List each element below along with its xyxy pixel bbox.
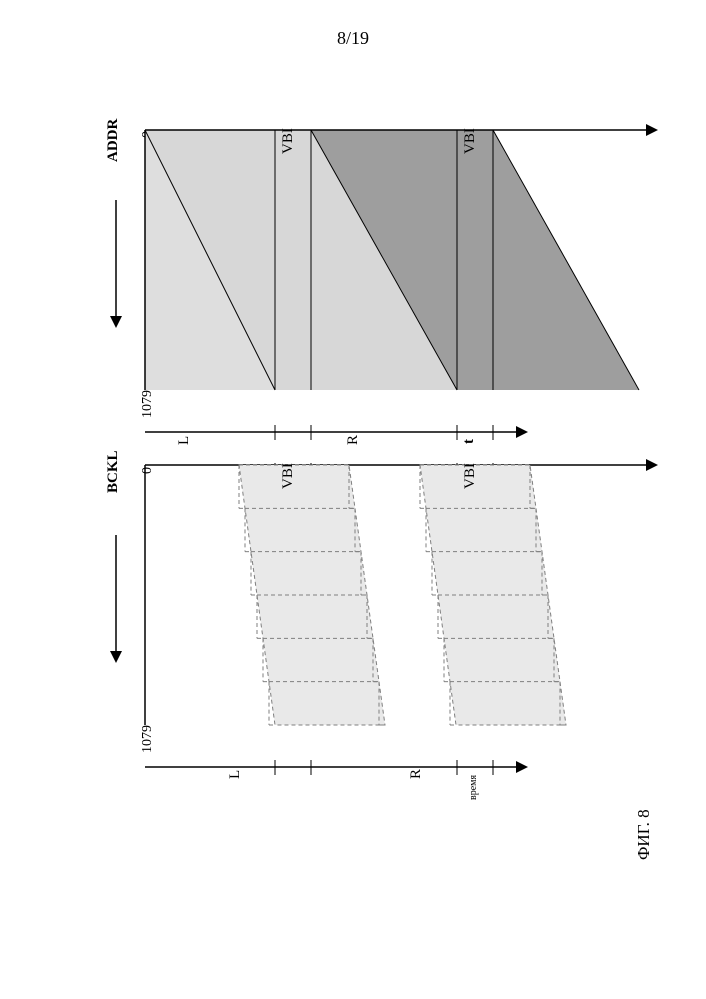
- bckl-yarrow-svg: [108, 535, 124, 665]
- bckl-title: BCKL: [105, 450, 122, 493]
- bckl-label-L: L: [227, 770, 244, 779]
- addr-label-L: L: [176, 436, 193, 445]
- addr-label-VBI1: VBI: [280, 128, 297, 154]
- addr-chart: [125, 120, 675, 450]
- addr-t-label: t: [461, 439, 478, 444]
- bckl-label-VBI1: VBI: [280, 463, 297, 489]
- addr-label-R: R: [345, 435, 362, 445]
- addr-label-VBI2: VBI: [462, 128, 479, 154]
- bckl-time-label: время: [468, 775, 479, 800]
- bckl-chart: [125, 455, 675, 785]
- addr-title: ADDR: [105, 119, 122, 162]
- figure-label: ФИГ. 8: [634, 809, 654, 860]
- addr-yarrow-svg: [108, 200, 124, 330]
- bckl-label-R: R: [408, 769, 425, 779]
- page: 8/19 ADDR BCKL 0 1079 0 1079 L VBI R VBI…: [0, 0, 706, 999]
- bckl-label-VBI2: VBI: [462, 463, 479, 489]
- page-number: 8/19: [0, 28, 706, 49]
